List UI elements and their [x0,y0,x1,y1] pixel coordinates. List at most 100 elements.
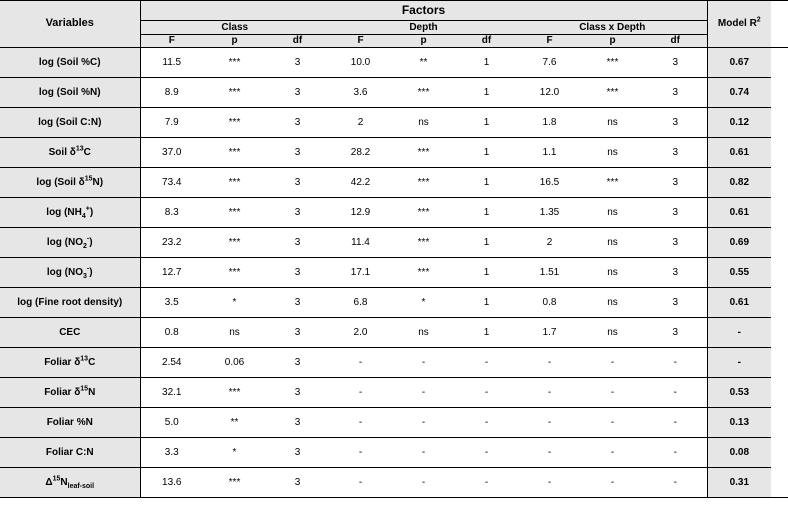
data-cell: 1.51 [518,258,581,288]
data-cell: - [644,348,707,378]
header-sub-F: F [518,35,581,48]
table-row: log (NO3-)12.7***317.1***11.51ns30.55 [0,258,788,288]
data-cell: - [455,438,518,468]
data-cell: - [581,408,644,438]
data-cell: 2 [518,228,581,258]
data-cell: 3 [266,108,329,138]
data-cell: - [644,438,707,468]
data-cell: - [392,438,455,468]
data-cell: ns [581,138,644,168]
data-cell: 3.6 [329,78,392,108]
model-r2-cell: 0.55 [707,258,771,288]
variable-label: log (Soil %C) [0,48,140,78]
variable-label: log (Fine root density) [0,288,140,318]
data-cell: 37.0 [140,138,203,168]
data-cell: *** [203,228,266,258]
data-cell: 3 [266,348,329,378]
data-cell: *** [581,48,644,78]
data-cell: 28.2 [329,138,392,168]
row-padding [771,228,788,258]
data-cell: - [581,468,644,498]
data-cell: 3 [644,198,707,228]
data-cell: 1 [455,288,518,318]
header-sub-df: df [644,35,707,48]
data-cell: 3 [266,288,329,318]
data-cell: 32.1 [140,378,203,408]
header-model-r2: Model R2 [707,1,771,48]
data-cell: - [329,438,392,468]
header-sub-F: F [140,35,203,48]
data-cell: * [203,438,266,468]
data-cell: *** [581,168,644,198]
data-cell: - [518,468,581,498]
variable-label: Foliar δ15N [0,378,140,408]
data-cell: *** [392,228,455,258]
data-cell: 1.8 [518,108,581,138]
data-cell: 3 [644,78,707,108]
variable-label: Foliar C:N [0,438,140,468]
data-cell: 3 [266,258,329,288]
row-padding [771,138,788,168]
data-cell: ns [392,108,455,138]
data-cell: - [392,468,455,498]
header-group-depth: Depth [329,21,518,35]
data-cell: 0.8 [140,318,203,348]
variable-label: log (Soil δ15N) [0,168,140,198]
data-cell: 3 [644,168,707,198]
data-cell: 10.0 [329,48,392,78]
model-r2-cell: 0.74 [707,78,771,108]
data-cell: 12.7 [140,258,203,288]
model-r2-cell: 0.61 [707,288,771,318]
data-cell: 1.1 [518,138,581,168]
data-cell: 13.6 [140,468,203,498]
header-sub-p: p [581,35,644,48]
row-padding [771,258,788,288]
data-cell: 2 [329,108,392,138]
data-cell: 1 [455,228,518,258]
variable-label: log (NO2-) [0,228,140,258]
data-cell: 3 [266,318,329,348]
row-padding [771,108,788,138]
data-cell: *** [203,258,266,288]
data-cell: 1 [455,48,518,78]
variable-label: log (NH4+) [0,198,140,228]
row-padding [771,78,788,108]
data-cell: - [329,348,392,378]
data-cell: 3 [266,138,329,168]
table-row: log (NO2-)23.2***311.4***12ns30.69 [0,228,788,258]
variable-label: log (NO3-) [0,258,140,288]
data-cell: ns [581,288,644,318]
data-cell: - [392,378,455,408]
data-cell: ns [581,108,644,138]
table-row: Soil δ13C37.0***328.2***11.1ns30.61 [0,138,788,168]
data-cell: 3 [266,228,329,258]
data-cell: - [581,438,644,468]
anova-table: Variables Factors Model R2 Class Depth C… [0,0,788,498]
data-cell: *** [203,168,266,198]
data-cell: 3 [266,168,329,198]
row-padding [771,408,788,438]
table-row: log (Soil %C)11.5***310.0**17.6***30.67 [0,48,788,78]
table-body: log (Soil %C)11.5***310.0**17.6***30.67l… [0,48,788,498]
data-cell: 1 [455,318,518,348]
data-cell: 12.0 [518,78,581,108]
data-cell: 3 [266,378,329,408]
data-cell: *** [392,168,455,198]
data-cell: *** [203,108,266,138]
data-cell: 3 [644,288,707,318]
model-r2-cell: 0.31 [707,468,771,498]
data-cell: ns [581,318,644,348]
data-cell: *** [392,78,455,108]
data-cell: 3 [644,108,707,138]
variable-label: log (Soil C:N) [0,108,140,138]
data-cell: - [581,348,644,378]
table-row: Foliar C:N3.3*3------0.08 [0,438,788,468]
data-cell: 1 [455,138,518,168]
header-sub-p: p [392,35,455,48]
table-header: Variables Factors Model R2 Class Depth C… [0,1,788,48]
header-group-class: Class [140,21,329,35]
data-cell: ns [392,318,455,348]
model-r2-cell: 0.69 [707,228,771,258]
data-cell: * [392,288,455,318]
data-cell: - [455,378,518,408]
